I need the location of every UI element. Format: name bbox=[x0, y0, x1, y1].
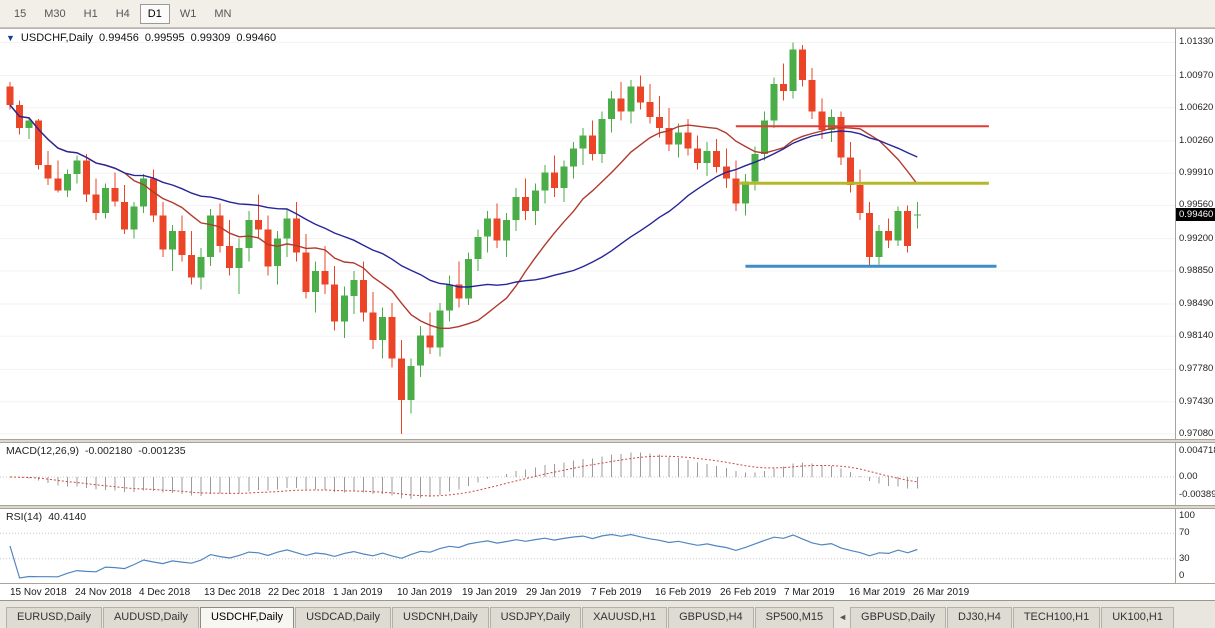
rsi-chart bbox=[0, 532, 1175, 579]
timeframe-w1[interactable]: W1 bbox=[179, 7, 197, 20]
time-axis: 15 Nov 2018 24 Nov 2018 4 Dec 2018 13 Dec 2… bbox=[0, 583, 1215, 601]
macd-axis-zero: 0.00 bbox=[1179, 471, 1198, 482]
current-price-badge: 0.99460 bbox=[1176, 208, 1215, 221]
chart-tab-xauusd-h1[interactable]: XAUUSD,H1 bbox=[582, 607, 668, 628]
chart-tab-gbpusd-h4[interactable]: GBPUSD,H4 bbox=[668, 607, 754, 628]
chart-tab-dj30-h4[interactable]: DJ30,H4 bbox=[947, 607, 1012, 628]
tab-scroll-left-icon[interactable]: ◄ bbox=[838, 612, 848, 622]
rsi-panel[interactable]: RSI(14) 40.4140 bbox=[0, 509, 1175, 583]
macd-label: MACD(12,26,9) -0.002180 -0.001235 bbox=[6, 445, 186, 457]
rsi-axis-100: 100 bbox=[1179, 510, 1195, 521]
date-axis-label: 15 Nov 2018 bbox=[10, 587, 67, 598]
chart-tab-gbpusd-daily[interactable]: GBPUSD,Daily bbox=[850, 607, 947, 628]
chart-window: ▼ USDCHF,Daily 0.99456 0.99595 0.99309 0… bbox=[0, 28, 1215, 601]
macd-axis: 0.004718 0.00 -0.003893 bbox=[1175, 443, 1215, 505]
timeframe-d1[interactable]: D1 bbox=[139, 3, 170, 24]
rsi-name: RSI(14) bbox=[6, 511, 43, 523]
macd-value-signal: -0.001235 bbox=[138, 445, 186, 457]
timeframe-h1[interactable]: H1 bbox=[83, 7, 98, 20]
ohlc-close: 0.99460 bbox=[236, 32, 277, 44]
price-axis-label: 0.98140 bbox=[1179, 330, 1214, 341]
chart-tab-usdcad-daily[interactable]: USDCAD,Daily bbox=[295, 607, 392, 628]
panel-splitter-rsi[interactable] bbox=[0, 505, 1215, 509]
price-axis-label: 0.98850 bbox=[1179, 265, 1214, 276]
date-axis-label: 4 Dec 2018 bbox=[139, 587, 191, 598]
macd-axis-max: 0.004718 bbox=[1179, 445, 1215, 456]
ohlc-low: 0.99309 bbox=[190, 32, 231, 44]
date-axis-label: 1 Jan 2019 bbox=[333, 587, 383, 598]
date-axis-label: 7 Feb 2019 bbox=[591, 587, 642, 598]
macd-panel[interactable]: MACD(12,26,9) -0.002180 -0.001235 bbox=[0, 443, 1175, 505]
chart-tab-usdjpy-daily[interactable]: USDJPY,Daily bbox=[489, 607, 582, 628]
price-axis-label: 1.00260 bbox=[1179, 135, 1214, 146]
date-axis-label: 10 Jan 2019 bbox=[397, 587, 453, 598]
price-axis-label: 1.00970 bbox=[1179, 70, 1214, 81]
price-axis-label: 0.98490 bbox=[1179, 298, 1214, 309]
rsi-axis-70: 70 bbox=[1179, 527, 1190, 538]
ohlc-high: 0.99595 bbox=[144, 32, 185, 44]
date-axis-label: 24 Nov 2018 bbox=[75, 587, 132, 598]
macd-name: MACD(12,26,9) bbox=[6, 445, 79, 457]
date-axis-label: 13 Dec 2018 bbox=[204, 587, 261, 598]
chart-tab-audusd-daily[interactable]: AUDUSD,Daily bbox=[102, 607, 199, 628]
price-axis-label: 0.99910 bbox=[1179, 167, 1214, 178]
date-axis-label: 29 Jan 2019 bbox=[526, 587, 582, 598]
timeframe-toolbar: 15 M30 H1 H4 D1 W1 MN bbox=[0, 0, 1215, 28]
candlestick-chart[interactable] bbox=[0, 29, 1175, 439]
macd-axis-min: -0.003893 bbox=[1179, 489, 1215, 500]
price-axis-label: 0.97430 bbox=[1179, 396, 1214, 407]
chart-tab-eurusd-daily[interactable]: EURUSD,Daily bbox=[6, 607, 102, 628]
chart-tab-bar: EURUSD,Daily AUDUSD,Daily USDCHF,Daily USDC… bbox=[0, 600, 1215, 628]
date-axis-label: 26 Mar 2019 bbox=[913, 587, 970, 598]
date-axis-label: 22 Dec 2018 bbox=[268, 587, 325, 598]
price-axis-label: 1.00620 bbox=[1179, 102, 1214, 113]
chart-tab-sp500-m15[interactable]: SP500,M15 bbox=[754, 607, 835, 628]
timeframe-15[interactable]: 15 bbox=[14, 7, 27, 20]
symbol-timeframe-label: USDCHF,Daily bbox=[20, 32, 94, 44]
panel-splitter-macd[interactable] bbox=[0, 439, 1215, 443]
price-axis-label: 0.99560 bbox=[1179, 199, 1214, 210]
rsi-axis-0: 0 bbox=[1179, 570, 1185, 581]
price-axis-label: 0.99200 bbox=[1179, 233, 1214, 244]
price-chart-panel[interactable]: ▼ USDCHF,Daily 0.99456 0.99595 0.99309 0… bbox=[0, 29, 1175, 439]
symbol-dropdown-icon[interactable]: ▼ bbox=[6, 33, 15, 43]
chart-tab-usdcnh-daily[interactable]: USDCNH,Daily bbox=[392, 607, 489, 628]
date-axis-label: 16 Mar 2019 bbox=[849, 587, 906, 598]
macd-chart bbox=[0, 452, 1175, 499]
price-axis-label: 0.97080 bbox=[1179, 428, 1214, 439]
timeframe-m30[interactable]: M30 bbox=[44, 7, 66, 20]
rsi-axis: 100 70 30 0 bbox=[1175, 509, 1215, 583]
timeframe-h4[interactable]: H4 bbox=[115, 7, 130, 20]
date-axis-label: 19 Jan 2019 bbox=[462, 587, 518, 598]
date-axis-label: 16 Feb 2019 bbox=[655, 587, 712, 598]
price-axis-label: 1.01330 bbox=[1179, 36, 1214, 47]
price-axis: 1.01330 1.00970 1.00620 1.00260 0.99910 0.995… bbox=[1175, 29, 1215, 439]
timeframe-mn[interactable]: MN bbox=[214, 7, 232, 20]
chart-tab-usdchf-daily[interactable]: USDCHF,Daily bbox=[199, 607, 295, 628]
rsi-label: RSI(14) 40.4140 bbox=[6, 511, 86, 523]
date-axis-label: 26 Feb 2019 bbox=[720, 587, 777, 598]
ohlc-open: 0.99456 bbox=[99, 32, 139, 44]
rsi-value: 40.4140 bbox=[48, 511, 87, 523]
chart-header: ▼ USDCHF,Daily 0.99456 0.99595 0.99309 0… bbox=[6, 32, 276, 44]
chart-tab-uk100-h1[interactable]: UK100,H1 bbox=[1101, 607, 1174, 628]
price-axis-label: 0.97780 bbox=[1179, 363, 1214, 374]
macd-value-main: -0.002180 bbox=[84, 445, 133, 457]
rsi-axis-30: 30 bbox=[1179, 553, 1190, 564]
date-axis-label: 7 Mar 2019 bbox=[784, 587, 835, 598]
chart-tab-tech100-h1[interactable]: TECH100,H1 bbox=[1012, 607, 1101, 628]
